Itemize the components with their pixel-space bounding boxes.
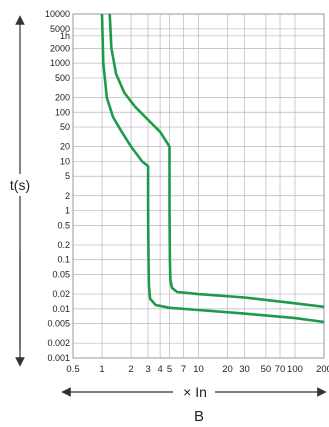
x-tick-label: 200 [316,364,329,375]
y-tick-label: 10000 [45,9,70,19]
x-tick-label: 30 [239,364,250,375]
y-tick-label: 0.05 [52,270,70,280]
y-tick-label: 500 [55,73,70,83]
y-tick-label: 0.02 [52,289,70,299]
y-axis-title: t(s) [10,177,30,193]
x-tick-label: 10 [193,364,204,375]
y-tick-label: 0.1 [57,255,70,265]
plot-frame [72,13,325,359]
y-tick-label: 0.2 [57,240,70,250]
y-tick-label: 2 [65,191,70,201]
y-tick-label: 0.005 [47,319,70,329]
y-tick-label: 5000 [50,24,70,34]
chart-caption: B [194,408,204,425]
y-tick-label: 1 [65,206,70,216]
x-tick-label: 5 [167,364,172,375]
y-tick-label: 50 [60,122,70,132]
series-group [100,13,325,324]
x-tick-label: 50 [261,364,272,375]
x-tick-label: 100 [287,364,303,375]
y-tick-label: 10 [60,156,70,166]
trip-curve-line-2 [108,13,325,309]
x-tick-label: 3 [145,364,150,375]
trip-curve-line-1 [100,13,325,324]
x-tick-label: 70 [275,364,286,375]
y-tick-label: 5 [65,171,70,181]
y-tick-label: 100 [55,107,70,117]
y-tick-label: 0.001 [47,353,70,363]
x-tick-label: 4 [157,364,162,375]
y-tick-label: 0.5 [57,220,70,230]
y-tick-label: 1000 [50,58,70,68]
x-tick-label: 20 [222,364,233,375]
x-axis-title: × In [183,384,207,400]
x-tick-label: 0.5 [66,364,79,375]
y-tick-label: 0.01 [52,304,70,314]
x-tick-label: 7 [181,364,186,375]
x-tick-label: 2 [128,364,133,375]
x-tick-label: 1 [99,364,104,375]
y-tick-label: 20 [60,142,70,152]
y-tick-label: 200 [55,92,70,102]
y-tick-label: 2000 [50,43,70,53]
y-tick-label: 1h [60,31,70,41]
y-tick-label: 0.002 [47,338,70,348]
